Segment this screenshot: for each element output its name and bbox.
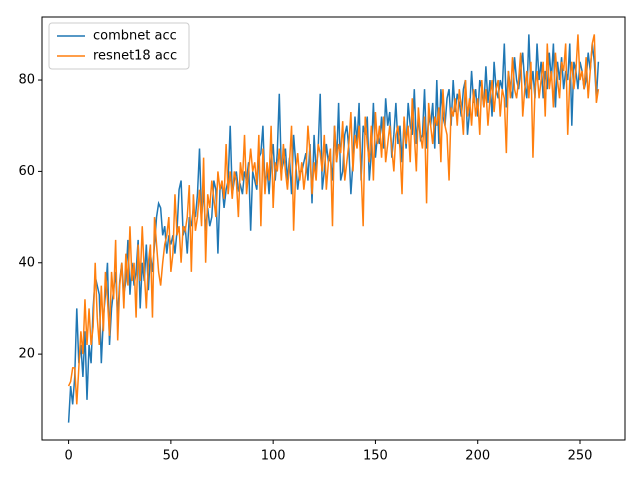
x-tick-label: 150 <box>363 449 388 464</box>
legend-label: resnet18 acc <box>93 49 177 64</box>
legend-label: combnet acc <box>93 29 177 44</box>
x-tick-label: 250 <box>568 449 593 464</box>
x-tick-label: 200 <box>465 449 490 464</box>
x-tick-label: 50 <box>163 449 180 464</box>
x-tick-label: 100 <box>261 449 286 464</box>
y-tick-label: 80 <box>18 73 35 88</box>
y-tick-label: 60 <box>18 164 35 179</box>
y-tick-label: 40 <box>18 255 35 270</box>
y-tick-label: 20 <box>18 347 35 362</box>
line-series <box>67 34 600 423</box>
x-tick-label: 0 <box>64 449 72 464</box>
plot-frame <box>41 16 626 441</box>
line-series <box>67 34 600 405</box>
legend-box <box>48 22 190 70</box>
